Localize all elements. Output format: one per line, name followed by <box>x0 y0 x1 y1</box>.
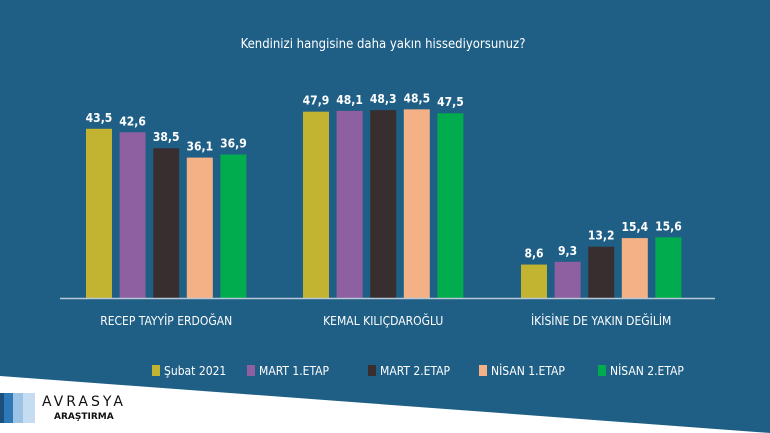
chart-title: Kendinizi hangisine daha yakın hissediyo… <box>241 37 526 52</box>
data-label: 47,5 <box>437 95 464 109</box>
data-label: 48,5 <box>403 91 430 105</box>
legend-swatch <box>479 365 487 376</box>
data-label: 42,6 <box>119 114 146 128</box>
bar <box>119 132 146 298</box>
category-label: RECEP TAYYİP ERDOĞAN <box>100 313 232 328</box>
bar <box>186 157 213 298</box>
bar <box>554 261 581 298</box>
data-label: 43,5 <box>86 111 113 125</box>
category-label: İKİSİNE DE YAKIN DEĞİLİM <box>531 313 671 328</box>
logo-subtitle: ARAŞTIRMA <box>54 412 114 422</box>
bar <box>521 264 547 298</box>
legend-label: Şubat 2021 <box>164 364 226 378</box>
legend-item: Şubat 2021 <box>152 364 226 378</box>
legend-item: NİSAN 2.ETAP <box>598 363 684 378</box>
data-label: 13,2 <box>588 229 615 243</box>
legend-item: NİSAN 1.ETAP <box>479 363 565 378</box>
legend-swatch <box>598 365 606 376</box>
data-label: 15,6 <box>655 219 682 233</box>
bar <box>621 238 648 298</box>
legend-label: NİSAN 1.ETAP <box>491 363 565 378</box>
data-label: 36,1 <box>186 140 213 154</box>
bar <box>86 128 112 298</box>
bar <box>588 246 615 298</box>
data-label: 8,6 <box>524 247 543 261</box>
bar <box>336 110 363 299</box>
legend-swatch <box>368 365 376 376</box>
data-label: 48,1 <box>336 93 363 107</box>
bar <box>437 113 464 298</box>
legend-label: MART 1.ETAP <box>259 364 330 378</box>
bar <box>403 109 430 299</box>
data-label: 36,9 <box>220 136 247 150</box>
logo-name: AVRASYA <box>42 394 126 410</box>
bar <box>153 148 180 298</box>
data-label: 47,9 <box>303 94 330 108</box>
legend-label: NİSAN 2.ETAP <box>610 363 684 378</box>
bar <box>370 110 397 298</box>
bar <box>303 111 329 298</box>
legend-swatch <box>152 365 160 376</box>
legend-item: MART 2.ETAP <box>368 364 451 378</box>
legend-item: MART 1.ETAP <box>247 364 330 378</box>
data-label: 38,5 <box>153 130 180 144</box>
legend-swatch <box>247 365 255 376</box>
category-label: KEMAL KILIÇDAROĞLU <box>323 313 443 328</box>
data-label: 15,4 <box>621 220 648 234</box>
bar <box>220 154 247 298</box>
bar <box>655 237 682 298</box>
data-label: 9,3 <box>558 244 577 258</box>
legend-label: MART 2.ETAP <box>380 364 451 378</box>
data-label: 48,3 <box>370 92 397 106</box>
